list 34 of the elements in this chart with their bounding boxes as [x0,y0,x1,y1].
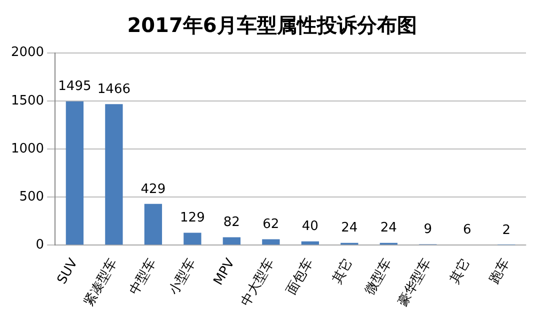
bar [105,104,123,245]
data-label: 24 [341,220,358,236]
y-tick-label: 1000 [10,141,44,156]
y-tick-label: 0 [36,238,44,253]
x-tick-label: 豪华型车 [395,256,434,309]
x-tick-label: 小型车 [166,256,199,298]
x-tick-label: 微型车 [362,256,396,298]
data-label: 24 [380,220,397,236]
y-tick-label: 500 [19,189,44,204]
data-label: 82 [223,215,240,230]
bar [144,204,162,245]
bar [184,232,202,245]
data-label: 1495 [58,79,92,94]
bar [66,101,84,245]
x-tick-label: 其它 [328,256,356,286]
y-tick-label: 2000 [10,45,44,60]
data-label: 62 [262,217,280,232]
x-tick-label: 紧凑型车 [81,256,120,309]
y-tick-label: 1500 [10,93,44,108]
x-tick-label: 其它 [446,256,474,286]
x-tick-label: 中大型车 [238,256,278,309]
bar [262,239,280,245]
data-label: 129 [180,210,205,226]
data-label: 1466 [97,82,130,98]
x-tick-label: 面包车 [284,256,317,298]
data-label: 429 [140,182,166,197]
data-label: 2 [502,222,511,238]
x-tick-label: 中型车 [127,256,160,298]
data-label: 40 [302,219,318,234]
data-label: 6 [462,222,472,238]
x-tick-label: 跑车 [486,256,513,286]
bar [222,237,241,245]
chart-title: 2017年6月车型属性投诉分布图 [126,12,418,39]
data-label: 9 [424,222,432,238]
